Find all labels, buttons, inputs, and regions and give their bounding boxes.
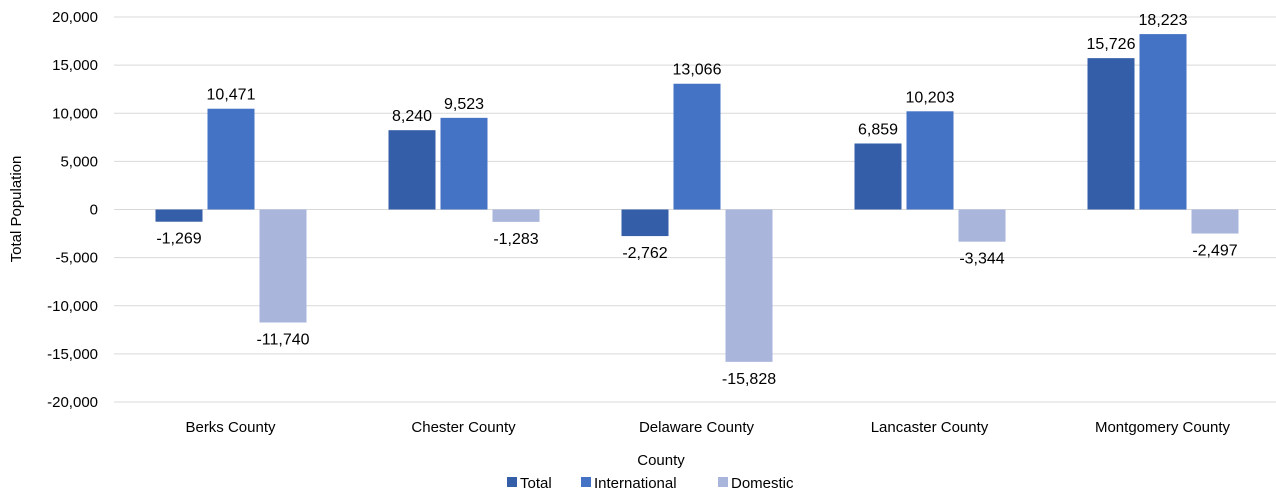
x-axis-ticks: Berks County Chester County Delaware Count… xyxy=(185,419,1230,436)
x-tick-label: Chester County xyxy=(411,419,516,436)
legend-label-international: International xyxy=(594,475,677,492)
bar-total-1 xyxy=(155,209,203,222)
data-label: 8,240 xyxy=(392,108,432,125)
bars xyxy=(155,34,1239,362)
y-axis-ticks: 20,000 15,000 10,000 5,000 0 -5,000 -10,000 -15… xyxy=(47,9,98,411)
bar-total-2 xyxy=(388,130,436,210)
legend-swatch-international xyxy=(581,477,591,487)
legend-swatch-total xyxy=(507,477,517,487)
bar-domestic-1 xyxy=(259,209,307,323)
data-label: 9,523 xyxy=(444,96,484,113)
data-label: -15,828 xyxy=(722,371,776,388)
bar-total-3 xyxy=(621,209,669,237)
data-label: -2,497 xyxy=(1192,243,1237,260)
y-axis-title: Total Population xyxy=(8,156,25,263)
data-label: -1,283 xyxy=(493,231,538,248)
x-tick-label: Delaware County xyxy=(639,419,755,436)
legend: Total International Domestic xyxy=(507,475,794,492)
data-label: -3,344 xyxy=(959,251,1004,268)
y-tick-label: -10,000 xyxy=(47,298,98,315)
y-tick-label: 5,000 xyxy=(60,153,98,170)
bar-domestic-3 xyxy=(725,209,773,362)
x-tick-label: Lancaster County xyxy=(871,419,989,436)
x-axis-title: County xyxy=(637,452,685,469)
y-tick-label: -15,000 xyxy=(47,346,98,363)
data-label: 10,203 xyxy=(906,89,955,106)
bar-international-4 xyxy=(906,111,954,210)
legend-label-total: Total xyxy=(520,475,552,492)
data-label: 6,859 xyxy=(858,121,898,138)
legend-swatch-domestic xyxy=(718,477,728,487)
x-tick-label: Berks County xyxy=(185,419,276,436)
data-label: 13,066 xyxy=(673,62,722,79)
data-label: -11,740 xyxy=(256,331,309,348)
bar-domestic-2 xyxy=(492,209,540,222)
data-label: 10,471 xyxy=(207,87,256,104)
bar-domestic-5 xyxy=(1191,209,1239,234)
data-label: 15,726 xyxy=(1087,36,1136,53)
bar-international-5 xyxy=(1139,34,1187,210)
data-labels: -1,269 10,471 -11,740 8,240 9,523 -1,283 -2,76… xyxy=(156,12,1237,388)
data-label: 18,223 xyxy=(1139,12,1188,29)
bar-domestic-4 xyxy=(958,209,1006,242)
x-tick-label: Montgomery County xyxy=(1095,419,1231,436)
y-tick-label: 15,000 xyxy=(52,57,98,74)
y-tick-label: 10,000 xyxy=(52,105,98,122)
y-tick-label: -20,000 xyxy=(47,394,98,411)
data-label: -1,269 xyxy=(156,231,201,248)
bar-total-5 xyxy=(1087,58,1135,210)
y-tick-label: -5,000 xyxy=(55,250,98,267)
y-tick-label: 0 xyxy=(90,202,98,219)
bar-international-1 xyxy=(207,108,255,210)
bar-total-4 xyxy=(854,143,902,210)
bar-international-3 xyxy=(673,83,721,210)
bar-international-2 xyxy=(440,117,488,210)
y-tick-label: 20,000 xyxy=(52,9,98,26)
data-label: -2,762 xyxy=(622,245,667,262)
legend-label-domestic: Domestic xyxy=(731,475,794,492)
